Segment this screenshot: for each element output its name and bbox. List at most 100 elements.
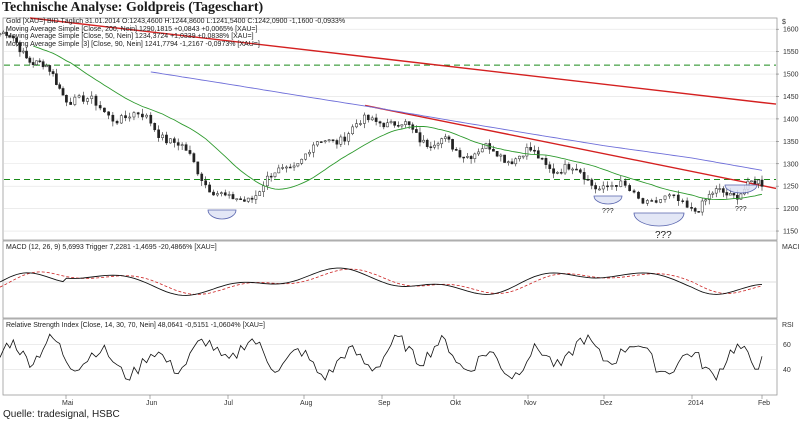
candle-body xyxy=(269,175,273,178)
y-tick-label: 1350 xyxy=(783,139,799,146)
candle-body xyxy=(196,161,200,175)
candle-body xyxy=(393,121,397,126)
candle-body xyxy=(200,173,204,181)
rsi-panel xyxy=(2,318,778,396)
rsi-tick-label: 40 xyxy=(783,367,791,374)
candle-body xyxy=(668,194,671,197)
candle-body xyxy=(590,179,594,186)
candle-body xyxy=(711,192,715,195)
candle-body xyxy=(265,175,269,187)
candle-body xyxy=(28,57,32,63)
support-lines xyxy=(4,64,776,180)
y-tick-label: 1250 xyxy=(783,184,799,191)
candle-body xyxy=(141,113,144,118)
candle-body xyxy=(533,149,536,152)
macd-info: MACD (12, 26, 9) 5,6993 Trigger 7,2281 -… xyxy=(6,244,217,251)
candle-body xyxy=(38,60,42,63)
candle-body xyxy=(254,195,258,200)
x-tick-label: Sep xyxy=(378,400,391,407)
candle-body xyxy=(250,197,254,200)
candle-body xyxy=(615,185,618,187)
x-tick-label: Okt xyxy=(450,400,461,407)
candle-body xyxy=(736,194,739,200)
price-info: Gold [XAU=] BID Täglich 31.01.2014 O:124… xyxy=(6,18,345,25)
price-panel-tag: $ xyxy=(782,19,786,26)
candle-body xyxy=(262,185,265,192)
candle-body xyxy=(315,141,319,146)
candle-body xyxy=(327,139,331,142)
candle-body xyxy=(115,120,119,124)
candle-body xyxy=(363,114,366,124)
price-grid xyxy=(4,28,776,232)
candle-body xyxy=(499,154,503,157)
candle-body xyxy=(176,142,180,146)
price-candles xyxy=(0,26,764,216)
candle-body xyxy=(296,163,300,167)
candle-body xyxy=(721,188,725,193)
candle-body xyxy=(641,198,645,204)
candle-body xyxy=(65,94,68,103)
candle-body xyxy=(685,200,689,208)
candle-body xyxy=(277,167,281,174)
candle-body xyxy=(559,172,563,174)
candle-body xyxy=(404,121,407,125)
candle-body xyxy=(58,84,62,89)
candle-body xyxy=(351,126,354,134)
x-tick-label: Jul xyxy=(224,400,233,407)
trend-lines xyxy=(29,17,777,190)
candle-body xyxy=(400,124,404,127)
candle-body xyxy=(484,143,488,150)
macd-line xyxy=(0,267,763,296)
candle-body xyxy=(429,146,433,148)
candle-body xyxy=(355,123,358,128)
candle-body xyxy=(725,192,729,196)
x-tick-label: Jun xyxy=(146,400,157,407)
candle-body xyxy=(654,200,658,203)
candle-body xyxy=(418,132,422,143)
y-tick-label: 1550 xyxy=(783,49,799,56)
candle-body xyxy=(31,62,35,65)
candle-body xyxy=(407,121,411,125)
candle-body xyxy=(246,197,250,202)
candle-body xyxy=(25,50,28,59)
candle-body xyxy=(107,111,110,116)
candle-body xyxy=(208,184,211,193)
candle-body xyxy=(21,50,25,53)
candle-body xyxy=(192,153,196,163)
candle-body xyxy=(370,117,374,121)
price-axis: 1150 1200 1250 1300 1350 1400 1450 1500 1550 1600 xyxy=(776,27,799,236)
candle-body xyxy=(231,194,235,200)
candle-body xyxy=(219,192,223,194)
candle-body xyxy=(119,115,123,124)
candle-body xyxy=(480,148,484,153)
candle-body xyxy=(77,95,81,98)
candle-body xyxy=(204,180,208,186)
candle-body xyxy=(347,133,351,142)
candle-body xyxy=(503,154,506,163)
candle-body xyxy=(458,150,462,158)
candle-body xyxy=(707,194,711,200)
candle-body xyxy=(69,101,72,105)
candle-body xyxy=(415,129,418,133)
candle-body xyxy=(319,141,323,143)
x-tick-label: 2014 xyxy=(688,400,704,407)
candle-body xyxy=(94,95,98,106)
candle-body xyxy=(216,193,219,196)
candle-body xyxy=(663,195,667,200)
candle-body xyxy=(681,200,685,203)
candle-body xyxy=(223,192,227,196)
candle-body xyxy=(184,144,188,151)
candle-body xyxy=(433,144,436,148)
candle-body xyxy=(714,188,718,194)
candle-body xyxy=(48,65,52,72)
rsi-panel-tag: RSI xyxy=(782,322,794,329)
candle-body xyxy=(540,157,544,160)
candle-body xyxy=(288,166,292,169)
candle-body xyxy=(300,158,304,164)
candle-body xyxy=(281,167,284,169)
candle-body xyxy=(757,179,760,184)
y-tick-label: 1400 xyxy=(783,116,799,123)
candle-body xyxy=(273,172,277,177)
candle-body xyxy=(544,158,548,165)
candle-body xyxy=(366,114,370,121)
